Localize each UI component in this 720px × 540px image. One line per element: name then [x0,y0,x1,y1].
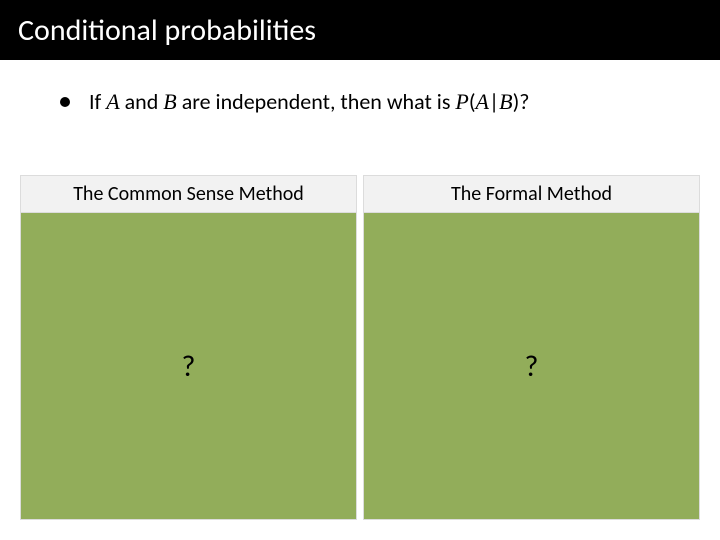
q-mid2: are independent, then what is [177,88,456,115]
q-A: A [106,89,119,114]
panel-right-body: ? [363,213,700,520]
q-paren-open: ( [469,88,476,115]
panel-left: The Common Sense Method ? [20,175,357,520]
panel-left-qmark: ? [182,348,196,385]
q-B2: B [499,89,512,114]
q-mid1: and [120,88,164,115]
q-prefix: If [89,88,106,115]
q-P: P [455,89,468,114]
question-area: If A and B are independent, then what is… [0,60,720,135]
panel-right-header: The Formal Method [363,175,700,213]
question-text: If A and B are independent, then what is… [89,88,529,115]
panel-left-header: The Common Sense Method [20,175,357,213]
title-bar: Conditional probabilities [0,0,720,60]
panel-right-qmark: ? [525,348,539,385]
panels-container: The Common Sense Method ? The Formal Met… [20,175,700,520]
q-bar: | [489,88,499,115]
q-B: B [163,89,176,114]
q-A2: A [476,89,489,114]
bullet-icon [60,97,70,107]
panel-right: The Formal Method ? [363,175,700,520]
panel-left-body: ? [20,213,357,520]
slide-title: Conditional probabilities [18,12,316,49]
q-suffix: ? [519,88,529,115]
